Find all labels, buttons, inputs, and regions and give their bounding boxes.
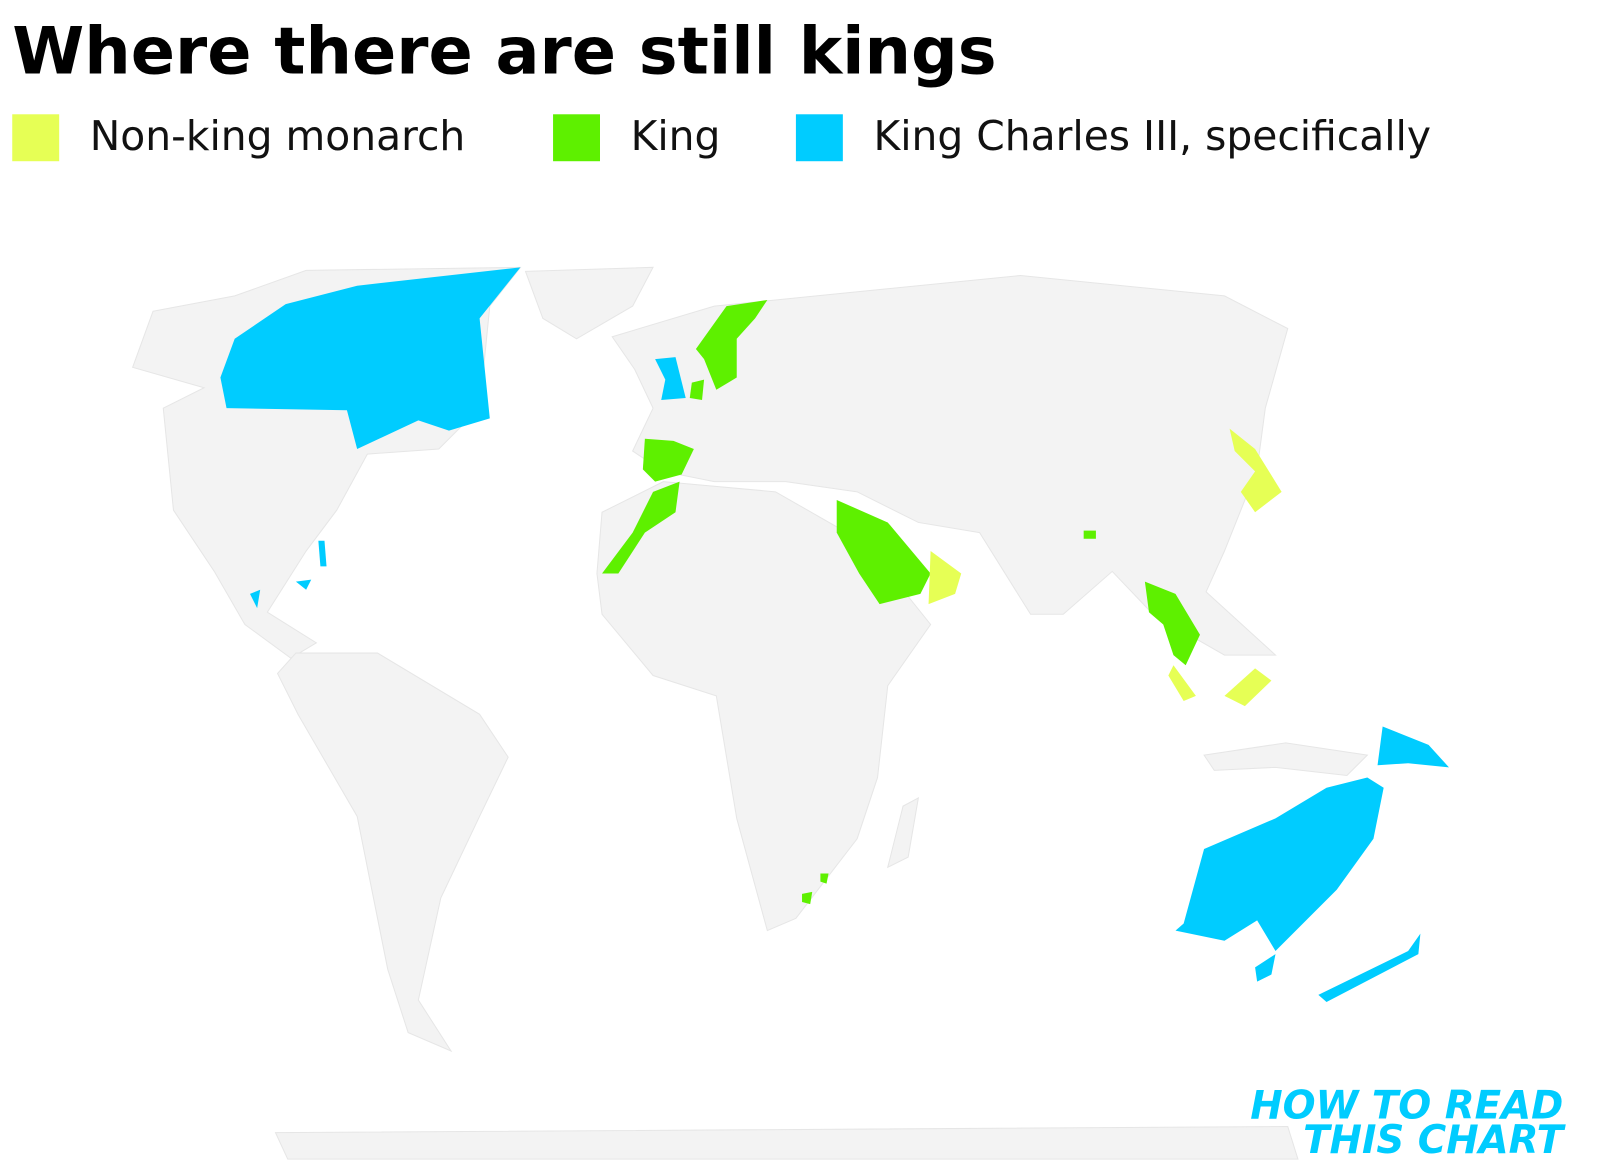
- region: [655, 357, 686, 400]
- legend-label: King Charles III, specifically: [873, 112, 1431, 160]
- region: [1229, 428, 1282, 513]
- legend-swatch: [553, 114, 600, 162]
- brand-line: HOW TO READ: [1250, 1083, 1563, 1128]
- region: [1144, 581, 1200, 666]
- region: [802, 891, 813, 905]
- region: [1318, 933, 1421, 1003]
- region: [1377, 726, 1449, 768]
- land: [524, 266, 654, 340]
- legend-swatch: [12, 114, 60, 162]
- region: [820, 873, 829, 884]
- land: [596, 481, 932, 932]
- region: [602, 481, 680, 574]
- region: [642, 438, 694, 482]
- land: [886, 797, 920, 869]
- land: [274, 1126, 1299, 1160]
- region: [318, 540, 327, 567]
- region: [689, 379, 705, 400]
- title: Where there are still kings: [12, 13, 996, 89]
- region: [928, 551, 962, 605]
- brand-line: THIS CHART: [1303, 1118, 1566, 1163]
- region: [1255, 954, 1276, 982]
- land: [1203, 742, 1369, 777]
- legend: Non-king monarch King King Charles III, sp…: [12, 112, 1431, 162]
- region: [249, 589, 261, 609]
- legend-label: Non-king monarch: [90, 112, 465, 160]
- region: [1083, 530, 1096, 539]
- region: [1175, 777, 1384, 952]
- region: [695, 299, 768, 390]
- region: [295, 579, 312, 590]
- region: [1224, 668, 1272, 707]
- region: [1168, 665, 1196, 702]
- world-map: [131, 266, 1449, 1160]
- region: [836, 499, 931, 605]
- land: [276, 652, 509, 1053]
- region: [220, 267, 521, 449]
- legend-swatch: [795, 114, 843, 162]
- legend-label: King: [631, 112, 721, 160]
